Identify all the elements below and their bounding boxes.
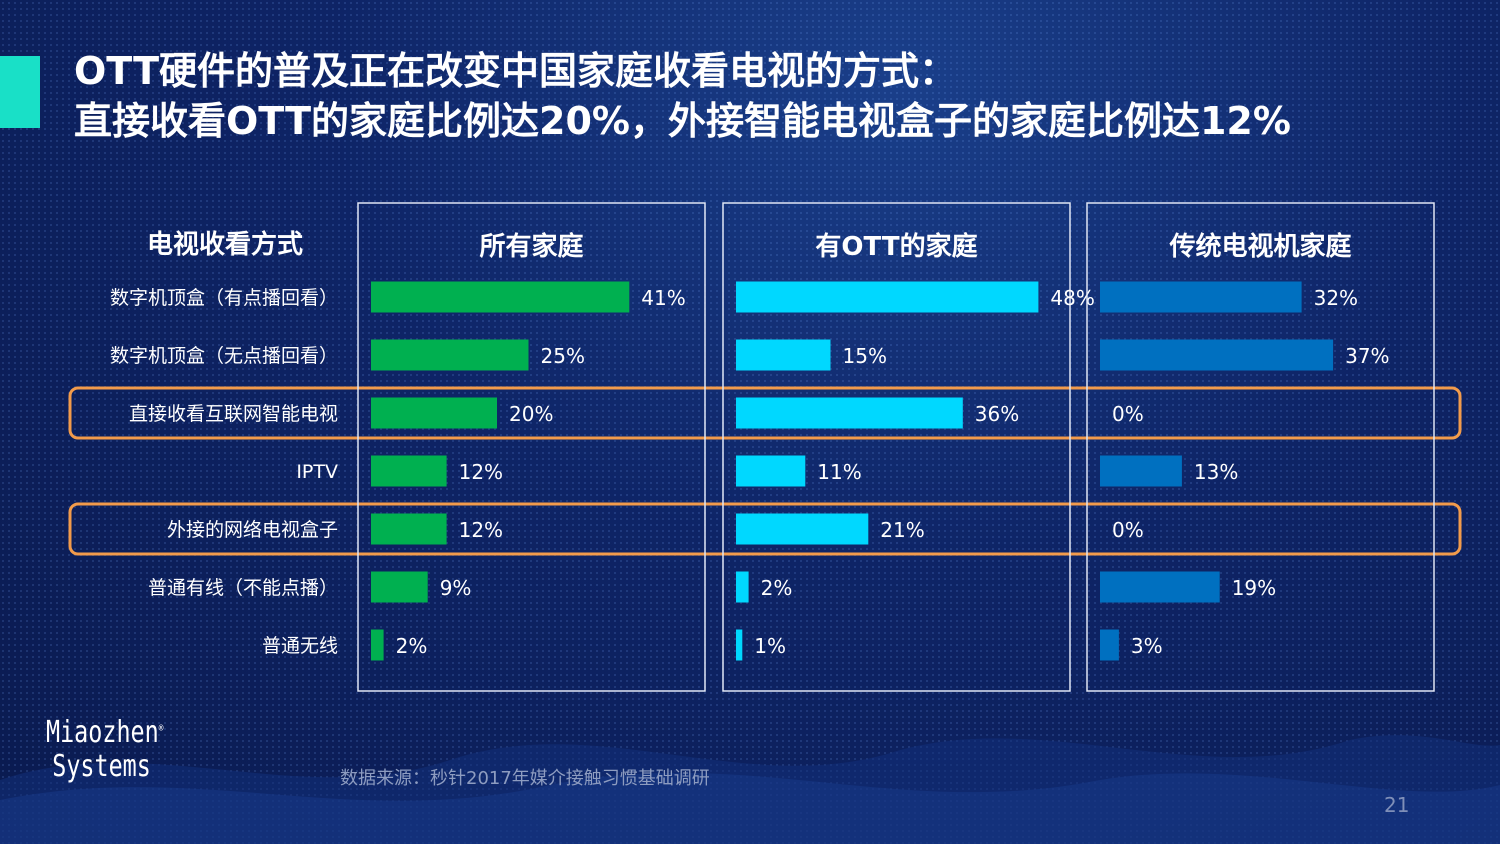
data-label: 32% [1314,286,1358,310]
panel-frame [1086,202,1435,692]
logo-registered-mark: ® [158,723,164,734]
bar [736,629,743,661]
category-label: 普通无线 [262,635,338,657]
bar [371,513,447,545]
data-label: 0% [1112,402,1144,426]
bar [1100,281,1302,313]
data-label: 48% [1050,286,1094,310]
row-header: 电视收看方式 [147,229,303,260]
category-label: 外接的网络电视盒子 [167,519,338,541]
data-label: 37% [1345,344,1389,368]
data-label: 20% [509,402,553,426]
data-label: 36% [975,402,1019,426]
bar [371,571,428,603]
data-label: 2% [761,576,793,600]
data-label: 12% [459,518,503,542]
data-label: 0% [1112,518,1144,542]
title-line-2: 直接收看OTT的家庭比例达20%，外接智能电视盒子的家庭比例达12% [74,99,1291,143]
bar [371,281,630,313]
bar [1100,455,1182,487]
data-label: 13% [1194,460,1238,484]
background-waves [0,735,1500,844]
miaozhen-logo: Miaozhen® Systems [46,712,163,784]
highlight-box-1 [68,386,1462,440]
bar [736,339,831,371]
bar [371,339,529,371]
data-label: 25% [541,344,585,368]
data-label: 3% [1131,634,1163,658]
page-title: OTT硬件的普及正在改变中国家庭收看电视的方式： 直接收看OTT的家庭比例达20… [74,46,1474,146]
bar [736,397,963,429]
data-label: 11% [817,460,861,484]
data-source-note: 数据来源：秒针2017年媒介接触习惯基础调研 [340,768,710,789]
data-label: 1% [754,634,786,658]
series-header: 所有家庭 [479,231,583,262]
category-label: 普通有线（不能点播） [148,577,338,599]
bar [371,629,384,661]
bar [736,455,806,487]
category-label: IPTV [296,461,338,483]
category-label: 数字机顶盒（有点播回看） [110,287,338,309]
bar [371,397,497,429]
bar [736,571,749,603]
data-label: 15% [843,344,887,368]
title-line-1: OTT硬件的普及正在改变中国家庭收看电视的方式： [74,49,958,93]
logo-line-2: Systems [52,749,151,784]
highlight-box-2 [68,502,1462,556]
bar [1100,571,1220,603]
bar [736,281,1039,313]
title-accent-bar [0,56,40,128]
data-label: 12% [459,460,503,484]
logo-line-1: Miaozhen [46,715,159,750]
panel-frame [357,202,706,692]
bar [1100,339,1334,371]
data-label: 21% [880,518,924,542]
page-number: 21 [1384,793,1410,817]
series-header: 有OTT的家庭 [815,231,977,262]
data-label: 41% [641,286,685,310]
bar [736,513,869,545]
panel-frame [722,202,1071,692]
series-header: 传统电视机家庭 [1168,231,1351,262]
data-label: 9% [440,576,472,600]
bar [371,455,447,487]
data-label: 19% [1232,576,1276,600]
category-label: 直接收看互联网智能电视 [129,403,338,425]
category-label: 数字机顶盒（无点播回看） [110,345,338,367]
bar [1100,629,1119,661]
data-label: 2% [396,634,428,658]
